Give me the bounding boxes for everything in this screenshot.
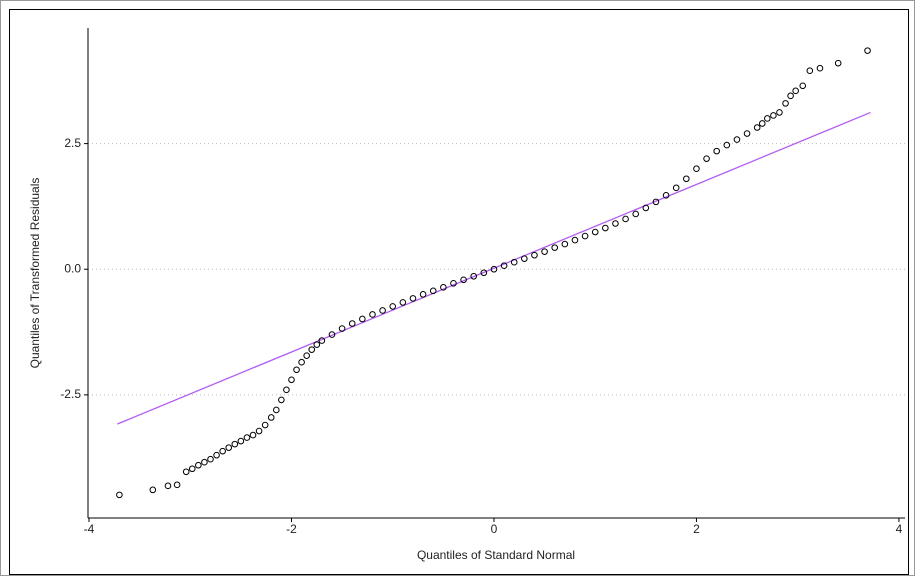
point [348,320,356,327]
point [693,165,700,173]
point [173,481,181,489]
point [551,244,559,251]
point [591,228,599,236]
point [201,458,208,466]
point [770,112,777,119]
point [622,215,629,223]
point [581,232,589,240]
point [213,451,220,459]
reference-line [117,111,871,425]
point [776,109,783,116]
point [683,175,690,183]
point [116,491,123,499]
point [632,210,640,218]
x-tick-label: 2 [693,522,700,536]
point [237,437,245,445]
point [521,255,528,262]
point [389,303,397,310]
point [612,220,619,227]
point [219,447,226,455]
point [303,352,310,359]
point [273,406,280,414]
x-tick-label: 0 [491,522,498,536]
point [834,59,842,67]
point [298,358,305,366]
point [225,444,233,451]
point [243,434,251,441]
point [188,465,196,473]
point [460,276,467,284]
point [195,461,202,469]
point [764,115,771,122]
point [652,198,660,206]
y-tick-label: 0.0 [64,261,81,275]
point [713,147,720,155]
point [369,311,376,318]
x-axis-title: Quantiles of Standard Normal [417,548,575,562]
point [541,248,548,255]
point [399,299,407,306]
point [733,136,741,143]
point [816,64,824,72]
point [359,315,366,323]
point [806,67,814,75]
point [864,47,871,54]
point [480,269,488,277]
point [308,346,316,353]
point [164,482,172,490]
point [782,100,789,107]
y-tick-label: -2.5 [60,387,81,401]
y-axis-title: Quantiles of Transformed Residuals [28,178,42,369]
point [450,280,457,287]
frame [9,9,909,575]
point [787,92,794,100]
point [490,265,498,273]
point [571,236,579,244]
point [182,468,190,476]
point [231,440,239,448]
point [500,262,508,270]
point [261,421,269,429]
point [602,224,609,232]
point [470,272,478,280]
point [409,295,417,302]
point [799,82,807,90]
point [758,120,766,127]
point [149,486,157,494]
point [283,386,290,394]
point [561,240,569,248]
point [510,258,518,266]
point [328,331,336,338]
point [703,155,710,162]
point [379,307,386,314]
point [313,341,321,348]
point [318,337,326,344]
point [672,184,680,192]
point [531,251,538,259]
x-tick-label: -4 [84,522,95,536]
point [293,366,300,374]
point [429,287,437,295]
point [642,204,650,212]
point [753,124,761,131]
point [338,325,346,332]
x-tick-label: -2 [286,522,297,536]
point [419,291,427,298]
x-tick-label: 4 [896,522,903,536]
point [207,455,214,463]
point [288,376,295,384]
point [743,130,751,137]
point [440,284,447,291]
point [723,141,731,149]
point [662,192,670,199]
point [278,396,285,404]
y-tick-label: 2.5 [64,136,81,150]
point [249,431,257,439]
point [792,87,799,95]
point [267,414,275,421]
point [255,427,263,435]
